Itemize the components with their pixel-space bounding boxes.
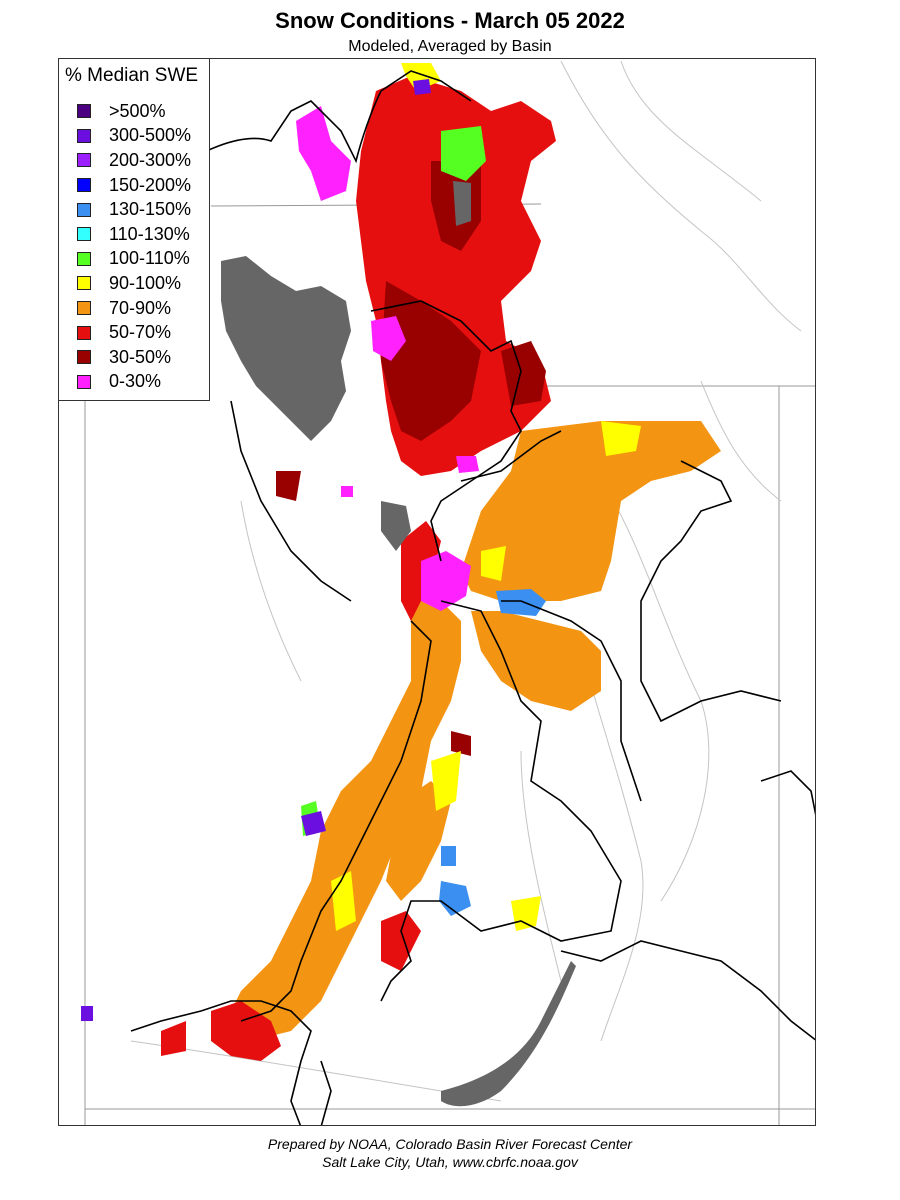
legend-item: 70-90% [77, 296, 191, 321]
swe-130-150-zone [439, 881, 471, 916]
swe-300-500-zone [301, 811, 326, 836]
legend-label: 50-70% [109, 322, 172, 343]
legend-swatch [77, 350, 91, 365]
legend-label: 110-130% [109, 223, 190, 244]
swe-90-100-zone [431, 751, 461, 811]
map-title: Snow Conditions - March 05 2022 [275, 8, 625, 33]
legend-swatch [77, 153, 91, 168]
footer-location: Salt Lake City, Utah, www.cbrfc.noaa.gov [322, 1154, 578, 1170]
legend-label: 130-150% [109, 199, 192, 220]
snow-map [81, 60, 815, 1125]
legend-label: 300-500% [109, 125, 192, 146]
legend-label: 30-50% [109, 346, 172, 367]
legend-item: 0-30% [77, 370, 191, 395]
river [580, 650, 644, 1042]
swe-0-30-zone [296, 106, 351, 201]
swe-90-100-zone [601, 421, 641, 456]
legend-swatch [77, 325, 91, 340]
map-area [58, 58, 816, 1126]
swe-0-30-zone [371, 316, 406, 361]
swe-130-150-zone [496, 589, 546, 616]
legend-item: 200-300% [77, 148, 191, 173]
legend-swatch [77, 104, 91, 119]
legend-item: 100-110% [77, 247, 191, 272]
legend-swatch [77, 227, 91, 242]
swe-90-100-zone [481, 546, 506, 581]
legend-item: 300-500% [77, 124, 191, 149]
swe-30-50-zone [276, 471, 301, 501]
swe-0-30-zone [341, 486, 353, 497]
swe-30-50-zone [501, 341, 546, 406]
legend-label: 90-100% [109, 272, 182, 293]
basin-boundary [370, 300, 522, 562]
legend-swatch [77, 128, 91, 143]
river [240, 500, 302, 682]
swe-90-100-zone [511, 896, 541, 931]
snow-polygons [81, 63, 721, 1061]
legend-item: 150-200% [77, 173, 191, 198]
bear-lake [453, 181, 471, 226]
swe-300-500-zone [81, 1006, 93, 1021]
legend-swatch [77, 202, 91, 217]
legend-label: 200-300% [109, 149, 192, 170]
great-salt-lake [221, 256, 351, 441]
legend-swatch [77, 178, 91, 193]
legend-label: 70-90% [109, 297, 172, 318]
legend-swatch [77, 276, 91, 291]
swe-50-70-zone [381, 911, 421, 971]
legend-label: >500% [109, 100, 166, 121]
swe-90-100-zone [401, 63, 441, 91]
river [520, 750, 562, 982]
map-subtitle: Modeled, Averaged by Basin [348, 38, 552, 55]
legend-swatch [77, 251, 91, 266]
legend-item: 30-50% [77, 345, 191, 370]
legend-swatch [77, 301, 91, 316]
basin-boundary [380, 600, 622, 1002]
swe-50-70-zone [211, 1001, 281, 1061]
legend-items: >500% 300-500% 200-300% 150-200% 130-150% 110… [77, 99, 191, 394]
lakes [221, 181, 576, 1107]
basin-boundary [760, 770, 815, 816]
swe-70-90-zone [461, 421, 721, 601]
basin-boundary [320, 1060, 332, 1125]
basin-boundary [560, 940, 815, 1041]
legend-item: 90-100% [77, 271, 191, 296]
legend: % Median SWE >500% 300-500% 200-300% 150-20… [58, 58, 210, 401]
basin-boundary [230, 400, 352, 602]
swe-0-30-zone [456, 456, 479, 473]
river [600, 480, 710, 902]
basin-boundary [240, 620, 432, 1022]
swe-70-90-zone [226, 601, 461, 1041]
legend-swatch [77, 374, 91, 389]
legend-label: 0-30% [109, 371, 162, 392]
legend-item: 110-130% [77, 222, 191, 247]
basin-boundary [501, 600, 642, 802]
swe-70-90-zone [386, 781, 451, 901]
legend-title: % Median SWE [65, 65, 199, 86]
utah-lake [381, 501, 411, 551]
river [700, 380, 782, 502]
basin-boundary [130, 1000, 312, 1125]
footer-credit: Prepared by NOAA, Colorado Basin River F… [267, 1136, 633, 1152]
swe-130-150-zone [441, 846, 456, 866]
legend-item: >500% [77, 99, 191, 124]
swe-30-50-zone [381, 281, 481, 441]
basin-boundaries [130, 70, 815, 1125]
swe-30-50-zone [451, 731, 471, 756]
swe-0-30-zone [421, 551, 471, 611]
legend-label: 100-110% [109, 248, 190, 269]
river [560, 60, 802, 332]
basin-boundary [640, 460, 782, 723]
swe-100-110-zone [441, 126, 486, 181]
swe-70-90-zone [471, 611, 601, 711]
river [620, 60, 762, 202]
swe-300-500-zone [413, 79, 431, 95]
swe-50-70-zone [161, 1021, 186, 1056]
legend-item: 50-70% [77, 320, 191, 345]
legend-item: 130-150% [77, 197, 191, 222]
basin-boundary [460, 430, 562, 482]
legend-label: 150-200% [109, 174, 192, 195]
lake-powell [441, 961, 576, 1107]
